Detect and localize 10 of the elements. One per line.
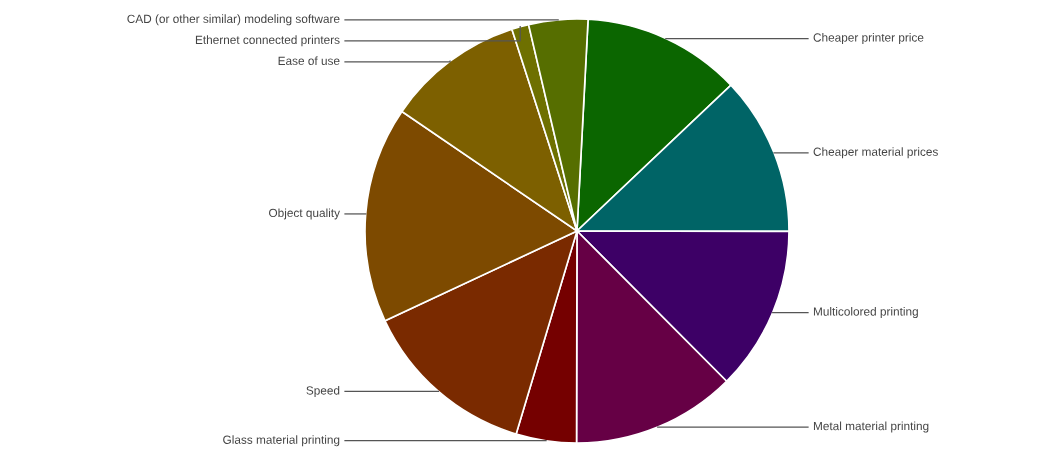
slice-label: Ease of use — [278, 56, 340, 66]
slice-label: Cheaper printer price — [813, 33, 924, 45]
slice-label: Ethernet connected printers — [195, 35, 340, 47]
slice-label: CAD (or other similar) modeling software — [127, 14, 340, 26]
slice-label: Speed — [306, 385, 340, 397]
slice-label: Metal material printing — [813, 421, 929, 433]
slice-label: Object quality — [269, 208, 340, 220]
slice-label: Cheaper material prices — [813, 147, 938, 159]
slice-label: Glass material printing — [223, 435, 340, 447]
slice-label: Multicolored printing — [813, 307, 918, 319]
